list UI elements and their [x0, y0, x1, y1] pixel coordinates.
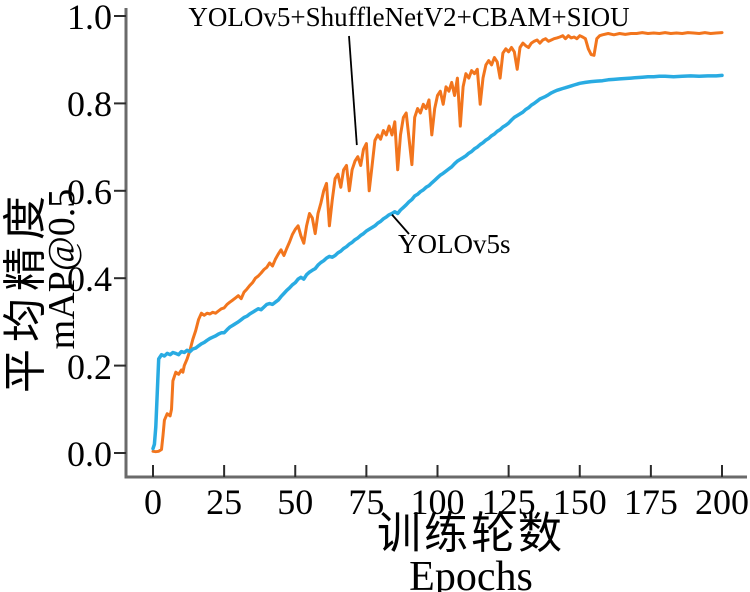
series-line-yolov5s [151, 73, 724, 451]
x-tick-label: 175 [623, 482, 678, 522]
annotation-leader-line-yolov5s [391, 214, 410, 235]
x-tick-label: 100 [410, 482, 465, 522]
y-tick-label: 0.6 [67, 171, 112, 212]
annotation-yolov5s-label: YOLOv5s [398, 229, 511, 259]
x-axis-label-epochs: Epochs [409, 554, 533, 592]
annotation-improved-model-label: YOLOv5+ShuffleNetV2+CBAM+SIOU [188, 2, 630, 32]
x-tick-label: 75 [348, 482, 385, 522]
y-tick-label: 0.0 [67, 434, 112, 474]
y-tick-label: 0.2 [67, 346, 112, 387]
axis-spines [124, 8, 747, 479]
x-tick-label: 150 [552, 482, 607, 522]
y-tick-label: 0.4 [67, 259, 112, 300]
x-tick-label: 50 [277, 482, 314, 522]
annotation-leader-line-improved [348, 35, 358, 146]
x-tick-label: 200 [695, 482, 749, 522]
y-tick-label: 0.8 [67, 84, 112, 125]
x-tick-label: 0 [144, 482, 162, 522]
x-axis-label-chinese: 训练轮数 [377, 509, 565, 558]
y-tick-label: 1.0 [67, 0, 112, 37]
series-line-improved-model [151, 31, 724, 454]
x-tick-label: 25 [206, 482, 243, 522]
x-tick-label: 125 [481, 482, 536, 522]
